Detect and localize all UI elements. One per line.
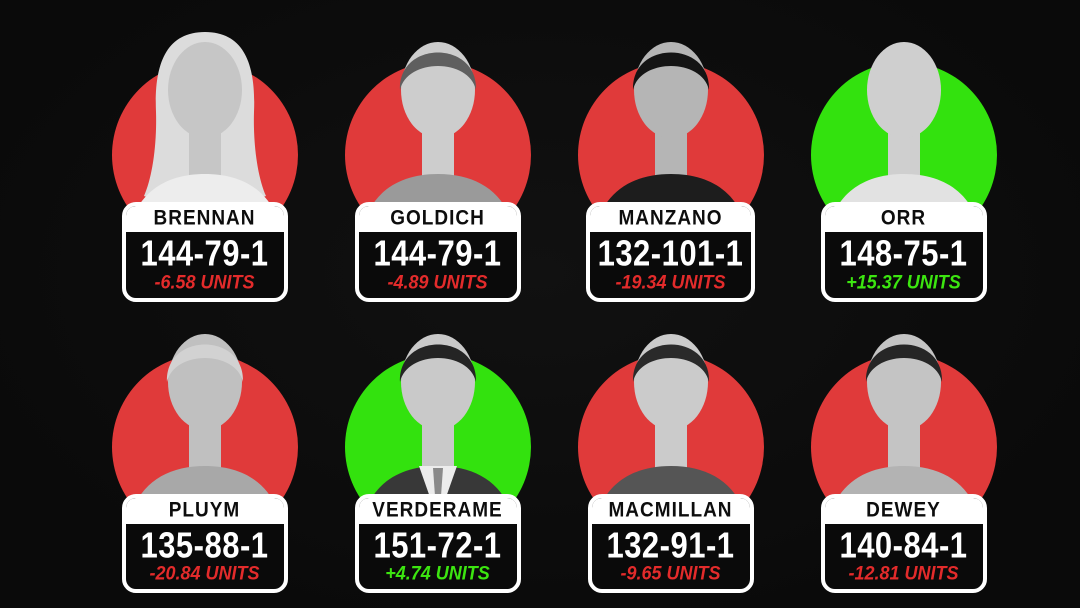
name-strip: BRENNAN: [125, 206, 284, 232]
stat-box: GOLDICH 144-79-1 -4.89 UNITS: [354, 202, 521, 302]
stat-box: ORR 148-75-1 +15.37 UNITS: [820, 202, 987, 302]
stat-box: BRENNAN 144-79-1 -6.58 UNITS: [121, 202, 288, 302]
person-record: 144-79-1: [140, 232, 269, 274]
person-record: 140-84-1: [839, 524, 968, 566]
stat-box: VERDERAME 151-72-1 +4.74 UNITS: [354, 493, 521, 594]
name-strip: DEWEY: [824, 497, 983, 524]
head-shape: [866, 42, 941, 138]
person-record: 148-75-1: [839, 232, 968, 274]
person-units: -6.58 UNITS: [154, 270, 255, 293]
person-name: BRENNAN: [153, 206, 256, 231]
bettor-card: VERDERAME 151-72-1 +4.74 UNITS: [321, 318, 554, 594]
stat-box: DEWEY 140-84-1 -12.81 UNITS: [820, 493, 987, 594]
bettor-card: MACMILLAN 132-91-1 -9.65 UNITS: [554, 318, 787, 594]
person-name: VERDERAME: [372, 498, 503, 522]
short-hair-shape: [399, 344, 476, 382]
person-units: +15.37 UNITS: [846, 270, 961, 293]
short-hair-shape: [166, 344, 243, 382]
person-name: PLUYM: [168, 498, 241, 522]
person-record: 151-72-1: [373, 524, 502, 566]
stat-box: PLUYM 135-88-1 -20.84 UNITS: [121, 493, 288, 594]
name-strip: MACMILLAN: [591, 497, 750, 524]
bettor-card: MANZANO 132-101-1 -19.34 UNITS: [554, 26, 787, 302]
stat-box: MANZANO 132-101-1 -19.34 UNITS: [585, 202, 756, 302]
person-units: -20.84 UNITS: [149, 562, 260, 585]
bettor-card: PLUYM 135-88-1 -20.84 UNITS: [88, 318, 321, 594]
person-name: GOLDICH: [390, 206, 485, 231]
person-units: -19.34 UNITS: [615, 270, 726, 293]
name-strip: GOLDICH: [358, 206, 517, 232]
short-hair-shape: [632, 52, 709, 90]
person-record: 135-88-1: [140, 524, 269, 566]
person-record: 132-101-1: [597, 232, 744, 274]
person-name: MACMILLAN: [608, 498, 733, 522]
name-strip: VERDERAME: [358, 497, 517, 524]
person-record: 144-79-1: [373, 232, 502, 274]
person-units: -9.65 UNITS: [620, 562, 721, 585]
short-hair-shape: [399, 52, 476, 90]
picks-grid: BRENNAN 144-79-1 -6.58 UNITS GOLDICH 144…: [88, 26, 1020, 594]
name-strip: MANZANO: [589, 206, 752, 232]
person-units: +4.74 UNITS: [385, 562, 490, 585]
stat-box: MACMILLAN 132-91-1 -9.65 UNITS: [587, 493, 754, 594]
person-record: 132-91-1: [606, 524, 735, 566]
person-name: DEWEY: [866, 498, 941, 522]
bettor-card: DEWEY 140-84-1 -12.81 UNITS: [787, 318, 1020, 594]
short-hair-shape: [632, 344, 709, 382]
person-name: ORR: [880, 206, 927, 231]
bettor-card: BRENNAN 144-79-1 -6.58 UNITS: [88, 26, 321, 302]
short-hair-shape: [865, 344, 942, 382]
name-strip: PLUYM: [125, 497, 284, 524]
head-shape: [167, 42, 242, 138]
name-strip: ORR: [824, 206, 983, 232]
portrait-image: [111, 32, 298, 248]
bettor-card: ORR 148-75-1 +15.37 UNITS: [787, 26, 1020, 302]
person-name: MANZANO: [618, 206, 723, 231]
person-units: -12.81 UNITS: [848, 562, 959, 585]
bettor-card: GOLDICH 144-79-1 -4.89 UNITS: [321, 26, 554, 302]
person-units: -4.89 UNITS: [387, 270, 488, 293]
